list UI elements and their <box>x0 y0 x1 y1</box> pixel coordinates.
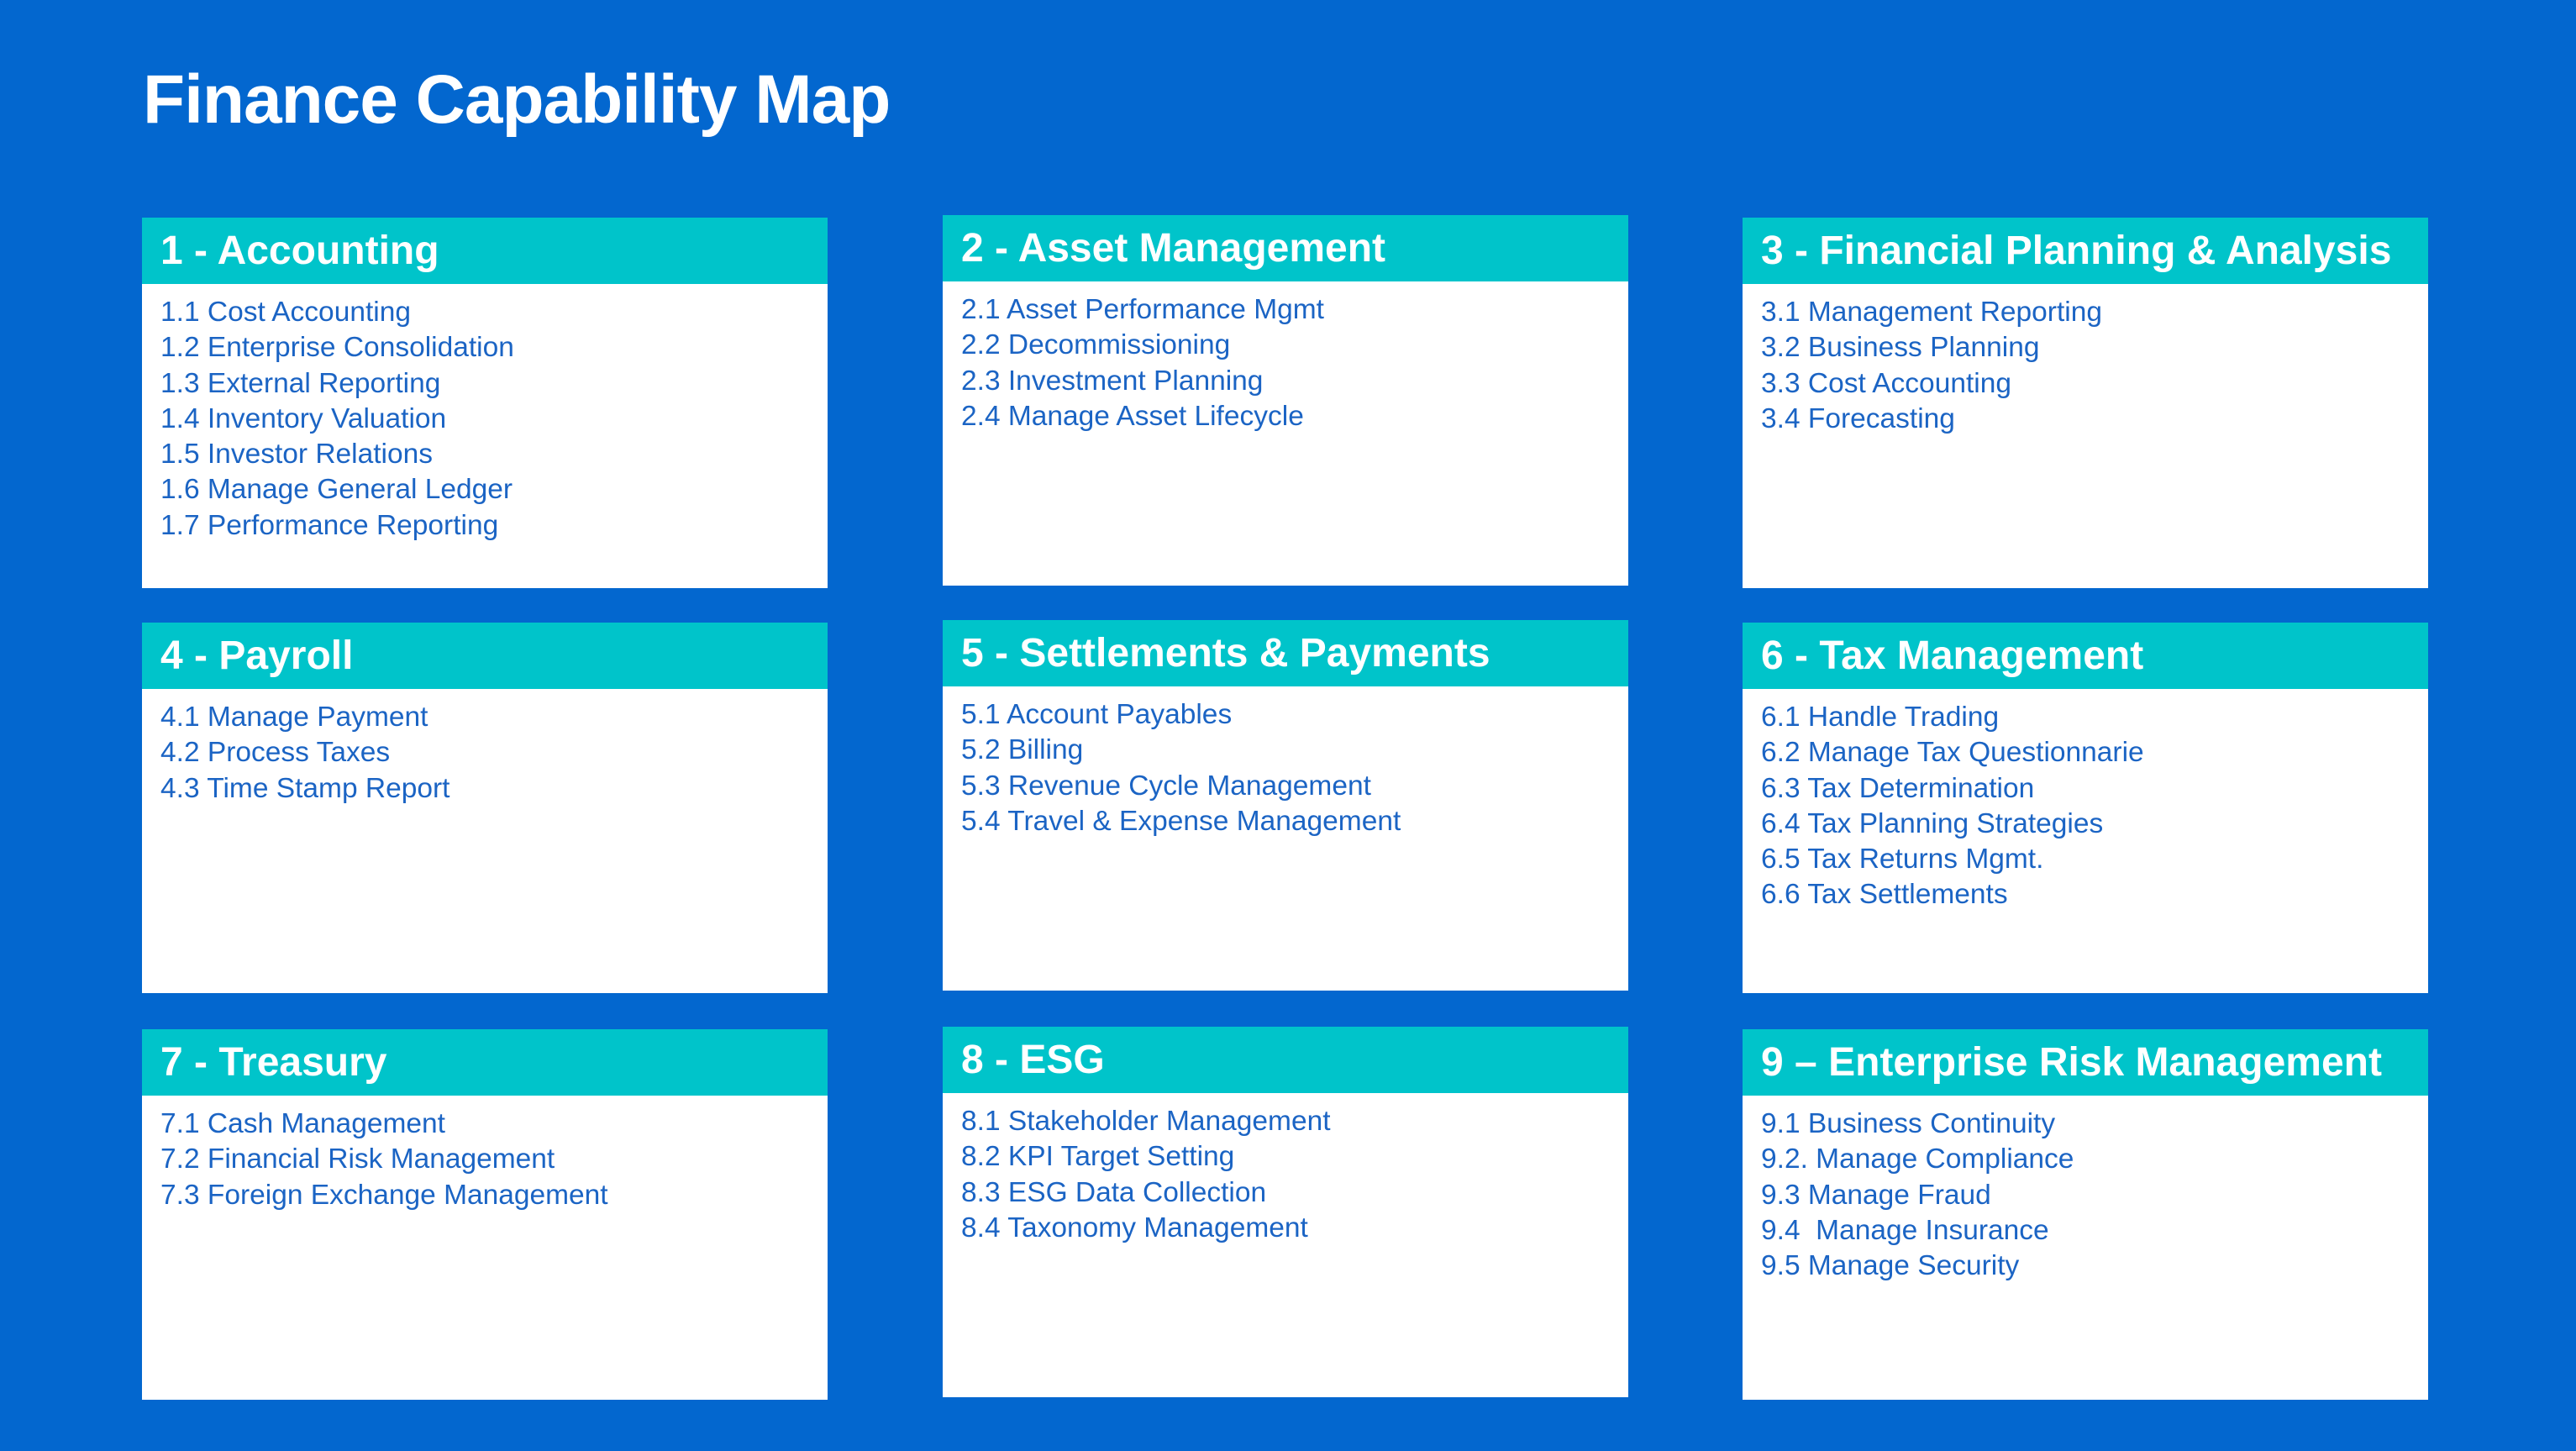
list-item: 9.1 Business Continuity <box>1761 1108 2056 1139</box>
list-item: 9.5 Manage Security <box>1761 1250 2020 1282</box>
card-header: 8 - ESG <box>943 1027 1628 1093</box>
capability-card-treasury: 7 - Treasury 7.1 Cash Management 7.2 Fin… <box>142 1029 828 1400</box>
list-item: 8.3 ESG Data Collection <box>961 1176 1267 1208</box>
card-item-list: 2.1 Asset Performance Mgmt 2.2 Decommiss… <box>943 281 1628 434</box>
list-item: 9.4 Manage Insurance <box>1761 1214 2049 1246</box>
list-item: 8.2 KPI Target Setting <box>961 1141 1235 1173</box>
list-item: 3.2 Business Planning <box>1761 332 2040 364</box>
capability-card-asset-management: 2 - Asset Management 2.1 Asset Performan… <box>943 215 1628 586</box>
list-item: 1.1 Cost Accounting <box>160 297 411 328</box>
card-header: 7 - Treasury <box>142 1029 828 1096</box>
list-item: 4.1 Manage Payment <box>160 702 428 733</box>
list-item: 7.3 Foreign Exchange Management <box>160 1179 608 1211</box>
list-item: 3.1 Management Reporting <box>1761 297 2102 328</box>
card-header: 4 - Payroll <box>142 623 828 689</box>
list-item: 1.2 Enterprise Consolidation <box>160 332 514 364</box>
list-item: 1.3 External Reporting <box>160 367 441 399</box>
capability-card-enterprise-risk-management: 9 – Enterprise Risk Management 9.1 Busin… <box>1743 1029 2428 1400</box>
card-header: 1 - Accounting <box>142 218 828 284</box>
card-item-list: 5.1 Account Payables 5.2 Billing 5.3 Rev… <box>943 686 1628 839</box>
list-item: 3.4 Forecasting <box>1761 402 1955 434</box>
list-item: 1.4 Inventory Valuation <box>160 402 447 434</box>
capability-card-payroll: 4 - Payroll 4.1 Manage Payment 4.2 Proce… <box>142 623 828 993</box>
list-item: 4.3 Time Stamp Report <box>160 772 450 804</box>
page-title: Finance Capability Map <box>143 61 891 138</box>
capability-card-accounting: 1 - Accounting 1.1 Cost Accounting 1.2 E… <box>142 218 828 588</box>
card-header: 6 - Tax Management <box>1743 623 2428 689</box>
list-item: 1.7 Performance Reporting <box>160 509 499 541</box>
capability-card-financial-planning: 3 - Financial Planning & Analysis 3.1 Ma… <box>1743 218 2428 588</box>
list-item: 5.4 Travel & Expense Management <box>961 805 1401 837</box>
list-item: 6.1 Handle Trading <box>1761 702 2000 733</box>
list-item: 9.3 Manage Fraud <box>1761 1179 1991 1211</box>
list-item: 8.1 Stakeholder Management <box>961 1106 1331 1137</box>
card-header: 5 - Settlements & Payments <box>943 620 1628 686</box>
list-item: 7.2 Financial Risk Management <box>160 1143 555 1175</box>
card-header: 3 - Financial Planning & Analysis <box>1743 218 2428 284</box>
card-item-list: 3.1 Management Reporting 3.2 Business Pl… <box>1743 284 2428 437</box>
list-item: 4.2 Process Taxes <box>160 737 391 769</box>
card-item-list: 8.1 Stakeholder Management 8.2 KPI Targe… <box>943 1093 1628 1246</box>
list-item: 1.6 Manage General Ledger <box>160 474 513 506</box>
list-item: 6.3 Tax Determination <box>1761 772 2035 804</box>
list-item: 6.6 Tax Settlements <box>1761 879 2008 911</box>
list-item: 5.3 Revenue Cycle Management <box>961 770 1371 802</box>
capability-card-esg: 8 - ESG 8.1 Stakeholder Management 8.2 K… <box>943 1027 1628 1397</box>
list-item: 6.4 Tax Planning Strategies <box>1761 807 2104 839</box>
capability-card-tax-management: 6 - Tax Management 6.1 Handle Trading 6.… <box>1743 623 2428 993</box>
list-item: 7.1 Cash Management <box>160 1108 445 1139</box>
card-item-list: 6.1 Handle Trading 6.2 Manage Tax Questi… <box>1743 689 2428 913</box>
card-item-list: 4.1 Manage Payment 4.2 Process Taxes 4.3… <box>142 689 828 807</box>
list-item: 2.2 Decommissioning <box>961 329 1231 361</box>
card-item-list: 9.1 Business Continuity 9.2. Manage Comp… <box>1743 1096 2428 1284</box>
list-item: 5.2 Billing <box>961 734 1084 766</box>
list-item: 1.5 Investor Relations <box>160 439 434 471</box>
card-header: 2 - Asset Management <box>943 215 1628 281</box>
capability-card-settlements-payments: 5 - Settlements & Payments 5.1 Account P… <box>943 620 1628 991</box>
list-item: 2.1 Asset Performance Mgmt <box>961 294 1324 325</box>
list-item: 2.4 Manage Asset Lifecycle <box>961 400 1304 432</box>
card-item-list: 7.1 Cash Management 7.2 Financial Risk M… <box>142 1096 828 1213</box>
card-item-list: 1.1 Cost Accounting 1.2 Enterprise Conso… <box>142 284 828 544</box>
list-item: 6.5 Tax Returns Mgmt. <box>1761 844 2044 875</box>
list-item: 2.3 Investment Planning <box>961 365 1264 397</box>
list-item: 5.1 Account Payables <box>961 699 1233 730</box>
list-item: 8.4 Taxonomy Management <box>961 1212 1308 1243</box>
card-header: 9 – Enterprise Risk Management <box>1743 1029 2428 1096</box>
list-item: 3.3 Cost Accounting <box>1761 367 2011 399</box>
list-item: 6.2 Manage Tax Questionnarie <box>1761 737 2144 769</box>
list-item: 9.2. Manage Compliance <box>1761 1143 2074 1175</box>
